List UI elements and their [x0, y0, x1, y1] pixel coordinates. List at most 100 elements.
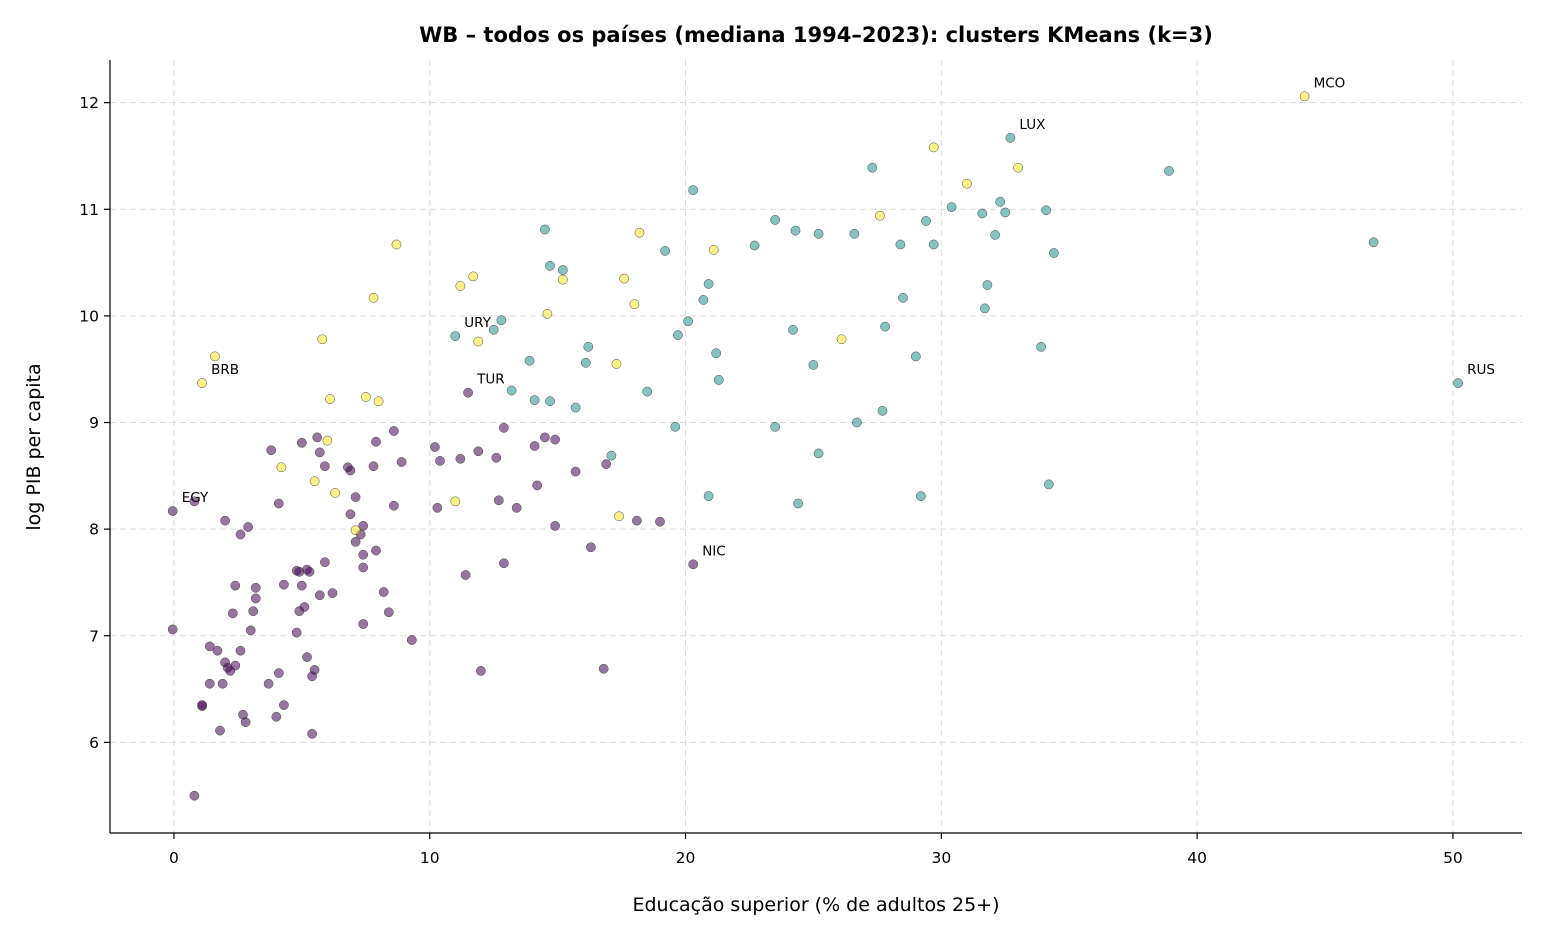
data-point-cluster-2 — [634, 227, 645, 238]
data-point-cluster-0 — [307, 728, 317, 739]
data-point-cluster-1 — [928, 239, 939, 250]
data-point-cluster-0 — [396, 457, 407, 467]
data-point-cluster-2 — [350, 525, 361, 536]
data-point-cluster-1 — [606, 450, 617, 461]
data-point-cluster-0 — [345, 465, 356, 476]
data-point-cluster-1 — [570, 402, 581, 413]
annotation-egy: EGY — [182, 490, 209, 506]
data-point-cluster-1 — [703, 279, 714, 289]
data-point-cluster-2 — [197, 378, 207, 388]
data-point-cluster-0 — [460, 570, 471, 580]
x-tick-label: 40 — [1187, 849, 1207, 867]
data-point-cluster-1 — [995, 196, 1006, 207]
data-point-cluster-0 — [279, 579, 289, 590]
data-point-cluster-2 — [962, 178, 972, 189]
annotation-tur: TUR — [476, 372, 505, 388]
data-point-cluster-0 — [378, 587, 389, 597]
data-point-cluster-1 — [642, 386, 653, 397]
data-point-cluster-1 — [1164, 166, 1174, 176]
data-point-cluster-0 — [217, 678, 228, 689]
data-point-cluster-0 — [463, 387, 473, 398]
data-point-cluster-2 — [875, 210, 885, 221]
data-point-cluster-0 — [529, 441, 540, 451]
data-point-cluster-0 — [304, 566, 315, 577]
data-point-cluster-2 — [468, 271, 479, 282]
data-point-cluster-1 — [788, 324, 798, 335]
data-point-cluster-0 — [296, 580, 307, 591]
data-point-cluster-1 — [921, 216, 931, 226]
data-point-cluster-0 — [230, 660, 241, 671]
data-point-cluster-1 — [506, 385, 517, 396]
data-point-cluster-0 — [430, 442, 440, 452]
data-point-cluster-1 — [580, 357, 591, 368]
data-point-cluster-0 — [358, 549, 369, 560]
data-point-cluster-1 — [793, 498, 803, 509]
data-point-cluster-0 — [197, 700, 207, 710]
annotation-ury: URY — [464, 315, 491, 331]
data-point-cluster-0 — [383, 607, 394, 618]
data-point-cluster-0 — [320, 557, 330, 568]
annotations-layer: MCO LUX URY TUR BRB EGY NIC RUS — [182, 75, 1495, 559]
data-point-cluster-1 — [946, 202, 957, 212]
data-point-cluster-1 — [813, 228, 824, 239]
data-point-cluster-0 — [263, 678, 274, 689]
data-point-cluster-0 — [550, 434, 560, 445]
y-tick-label: 11 — [79, 201, 99, 219]
data-point-cluster-0 — [473, 446, 484, 457]
x-tick-label: 10 — [420, 849, 440, 867]
points-layer — [167, 91, 1463, 801]
data-point-cluster-2 — [629, 299, 640, 310]
x-tick-label: 20 — [676, 849, 696, 867]
data-point-cluster-2 — [360, 392, 371, 402]
data-point-cluster-0 — [220, 515, 230, 526]
data-point-cluster-1 — [982, 280, 993, 290]
data-point-cluster-0 — [243, 522, 253, 532]
data-point-cluster-0 — [632, 515, 642, 526]
data-point-cluster-0 — [299, 602, 310, 612]
data-point-cluster-1 — [524, 355, 535, 366]
data-point-cluster-0 — [499, 422, 509, 433]
data-point-cluster-0 — [570, 466, 581, 477]
data-point-cluster-0 — [358, 562, 369, 573]
data-point-cluster-2 — [450, 496, 461, 507]
data-point-cluster-1 — [813, 448, 824, 459]
data-point-cluster-1 — [660, 246, 670, 256]
data-point-cluster-1 — [979, 303, 990, 314]
data-point-cluster-2 — [330, 488, 340, 498]
y-axis-label: log PIB per capita — [23, 363, 45, 530]
data-point-cluster-1 — [529, 395, 540, 405]
data-point-cluster-1 — [683, 316, 693, 327]
data-point-cluster-0 — [350, 537, 361, 547]
data-point-cluster-2 — [708, 244, 719, 255]
data-point-cluster-1 — [1036, 341, 1046, 352]
data-point-cluster-1 — [790, 225, 801, 236]
annotation-rus: RUS — [1467, 362, 1495, 378]
x-tick-label: 0 — [169, 849, 179, 867]
data-point-cluster-0 — [389, 500, 399, 511]
data-point-cluster-0 — [167, 506, 178, 516]
data-point-cluster-2 — [325, 394, 335, 404]
data-point-cluster-2 — [391, 239, 402, 250]
data-point-cluster-2 — [473, 336, 484, 347]
data-point-cluster-2 — [1299, 91, 1310, 102]
data-point-cluster-1 — [877, 405, 888, 416]
data-point-cluster-0 — [212, 645, 223, 656]
y-tick-label: 8 — [89, 521, 99, 539]
data-point-cluster-2 — [368, 292, 379, 303]
data-point-cluster-0 — [189, 496, 200, 507]
data-point-cluster-2 — [557, 274, 568, 285]
data-point-cluster-0 — [314, 590, 325, 601]
data-point-cluster-0 — [540, 432, 550, 443]
y-tick-label: 10 — [79, 307, 99, 325]
data-point-cluster-0 — [250, 582, 261, 593]
data-point-cluster-1 — [1041, 205, 1052, 216]
data-point-cluster-1 — [808, 360, 819, 370]
data-point-cluster-0 — [532, 480, 543, 491]
data-point-cluster-0 — [266, 445, 277, 456]
annotation-lux: LUX — [1019, 117, 1045, 133]
x-axis-label: Educação superior (% de adultos 25+) — [632, 894, 999, 916]
data-point-cluster-0 — [327, 588, 338, 598]
data-point-cluster-0 — [235, 529, 246, 540]
data-point-cluster-0 — [455, 453, 466, 464]
